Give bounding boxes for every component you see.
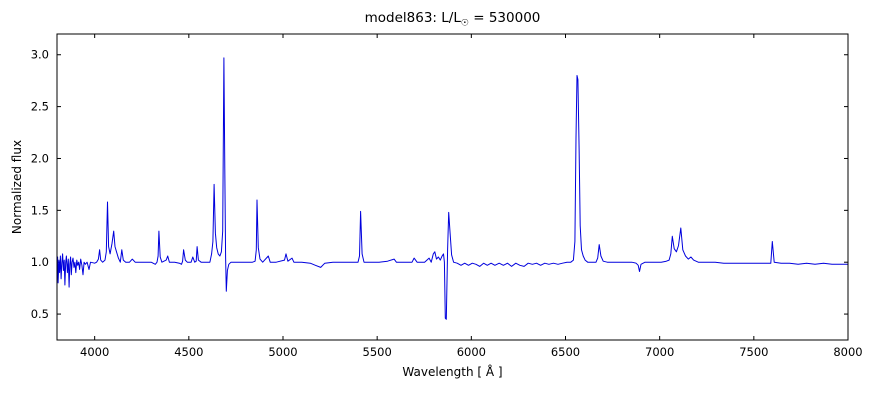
x-tick-label: 8000: [833, 345, 862, 359]
x-tick-label: 7500: [739, 345, 768, 359]
y-axis-label: Normalized flux: [10, 139, 24, 235]
y-tick-label: 1.0: [31, 255, 49, 269]
y-tick-label: 3.0: [31, 48, 49, 62]
y-tick-label: 2.0: [31, 151, 49, 165]
x-tick-label: 4500: [174, 345, 203, 359]
spectrum-line: [56, 57, 849, 320]
plot-frame: [56, 33, 849, 341]
sun-symbol: ☉: [460, 18, 469, 29]
x-tick-label: 7000: [645, 345, 674, 359]
x-axis-label: Wavelength [ Å ]: [402, 365, 503, 379]
chart-title-value: = 530000: [468, 10, 541, 26]
x-tick-label: 4000: [80, 345, 109, 359]
y-tick-label: 1.5: [31, 203, 49, 217]
x-tick-label: 6000: [457, 345, 486, 359]
y-tick-label: 2.5: [31, 100, 49, 114]
chart-title: model863: L/L☉ = 530000: [57, 10, 848, 29]
x-tick-label: 5500: [363, 345, 392, 359]
x-tick-label: 5000: [268, 345, 297, 359]
chart-title-text: model863: L/L: [364, 10, 461, 26]
y-tick-label: 0.5: [31, 307, 49, 321]
x-tick-label: 6500: [551, 345, 580, 359]
